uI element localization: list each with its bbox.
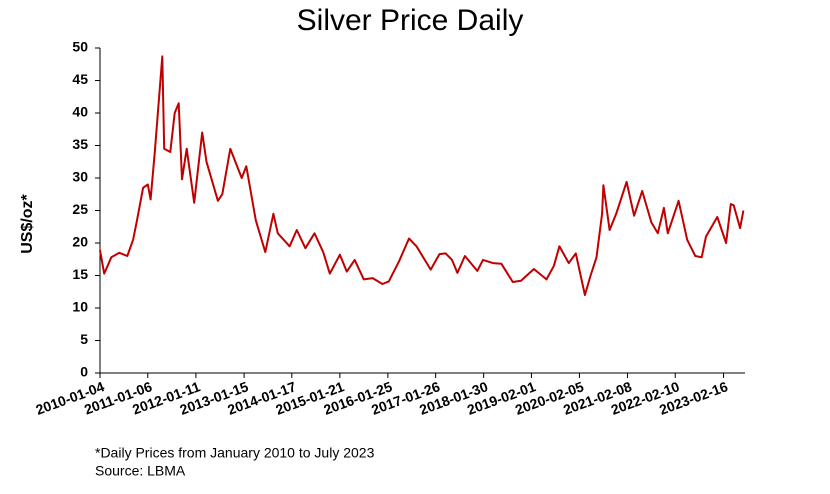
y-tick-label: 10 xyxy=(72,299,88,315)
footnote: *Daily Prices from January 2010 to July … xyxy=(95,445,375,461)
y-tick-label: 40 xyxy=(72,104,88,120)
y-axis-label: US$/oz* xyxy=(19,193,36,253)
y-tick-label: 35 xyxy=(72,136,88,152)
y-tick-label: 50 xyxy=(72,39,88,55)
y-tick-label: 25 xyxy=(72,201,88,217)
y-tick-label: 15 xyxy=(72,266,88,282)
y-tick-label: 45 xyxy=(72,71,88,87)
footnote: Source: LBMA xyxy=(95,463,186,479)
y-tick-label: 0 xyxy=(80,364,88,380)
y-tick-label: 30 xyxy=(72,169,88,185)
y-tick-label: 20 xyxy=(72,234,88,250)
chart-title: Silver Price Daily xyxy=(297,4,524,37)
price-line xyxy=(99,55,745,296)
y-tick-label: 5 xyxy=(80,331,88,347)
